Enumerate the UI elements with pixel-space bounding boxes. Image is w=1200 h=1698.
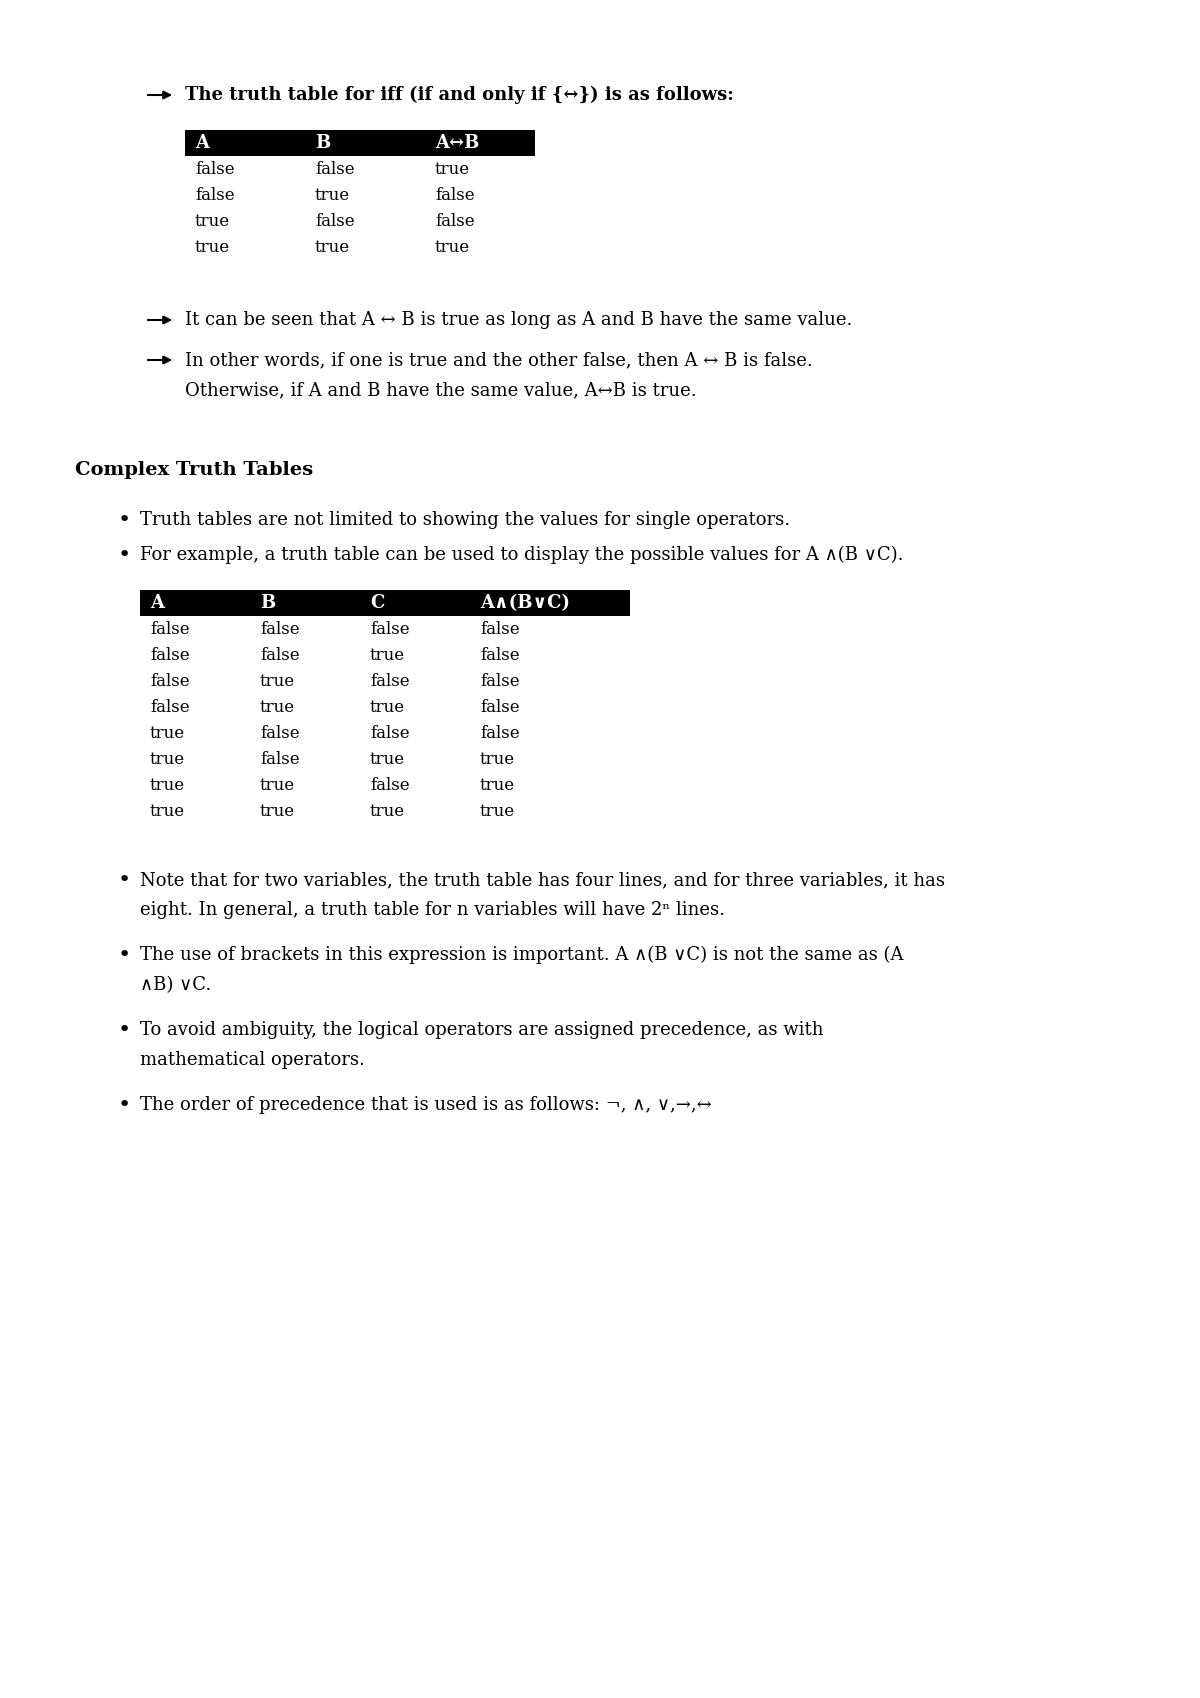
Text: true: true: [150, 803, 185, 820]
Text: false: false: [480, 725, 520, 742]
Text: false: false: [260, 620, 300, 637]
Text: B: B: [260, 594, 275, 611]
Text: true: true: [370, 803, 406, 820]
Text: true: true: [370, 751, 406, 767]
Text: true: true: [260, 698, 295, 715]
Text: •: •: [118, 869, 131, 890]
Text: true: true: [194, 238, 230, 255]
Text: false: false: [436, 187, 475, 204]
Text: true: true: [260, 672, 295, 689]
Text: •: •: [118, 545, 131, 565]
Text: Complex Truth Tables: Complex Truth Tables: [74, 460, 313, 479]
Text: false: false: [150, 672, 190, 689]
Text: A↔B: A↔B: [436, 134, 479, 153]
Text: false: false: [480, 647, 520, 664]
Text: false: false: [260, 647, 300, 664]
Bar: [140, 589, 630, 616]
Text: false: false: [150, 620, 190, 637]
Text: Truth tables are not limited to showing the values for single operators.: Truth tables are not limited to showing …: [140, 511, 790, 530]
Text: In other words, if one is true and the other false, then A ↔ B is false.: In other words, if one is true and the o…: [185, 351, 812, 368]
Text: false: false: [480, 672, 520, 689]
Text: mathematical operators.: mathematical operators.: [140, 1051, 365, 1070]
Text: A: A: [194, 134, 209, 153]
Text: true: true: [370, 698, 406, 715]
Text: false: false: [370, 620, 409, 637]
Text: true: true: [194, 212, 230, 229]
Text: The truth table for iff (if and only if {↔}) is as follows:: The truth table for iff (if and only if …: [185, 87, 734, 104]
Text: true: true: [260, 803, 295, 820]
Text: false: false: [370, 776, 409, 793]
Text: true: true: [370, 647, 406, 664]
Text: true: true: [150, 725, 185, 742]
Text: B: B: [314, 134, 330, 153]
Text: The order of precedence that is used is as follows: ¬, ∧, ∨,→,↔: The order of precedence that is used is …: [140, 1095, 712, 1114]
Text: true: true: [436, 161, 470, 178]
Text: false: false: [150, 698, 190, 715]
Text: false: false: [150, 647, 190, 664]
Text: true: true: [150, 776, 185, 793]
Text: false: false: [480, 620, 520, 637]
Text: For example, a truth table can be used to display the possible values for A ∧(B : For example, a truth table can be used t…: [140, 545, 904, 564]
Text: true: true: [314, 187, 350, 204]
Text: The use of brackets in this expression is important. A ∧(B ∨C) is not the same a: The use of brackets in this expression i…: [140, 946, 904, 964]
Text: •: •: [118, 946, 131, 964]
Text: false: false: [194, 161, 235, 178]
Text: true: true: [150, 751, 185, 767]
Text: false: false: [480, 698, 520, 715]
Text: A: A: [150, 594, 164, 611]
Text: •: •: [118, 509, 131, 530]
Text: eight. In general, a truth table for n variables will have 2ⁿ lines.: eight. In general, a truth table for n v…: [140, 902, 725, 919]
Text: •: •: [118, 1020, 131, 1039]
Text: A∧(B∨C): A∧(B∨C): [480, 594, 570, 611]
Text: true: true: [260, 776, 295, 793]
Text: false: false: [314, 212, 355, 229]
Text: true: true: [480, 803, 515, 820]
Text: true: true: [314, 238, 350, 255]
Text: false: false: [194, 187, 235, 204]
Text: ∧B) ∨C.: ∧B) ∨C.: [140, 976, 211, 993]
Text: true: true: [436, 238, 470, 255]
Text: C: C: [370, 594, 384, 611]
Text: •: •: [118, 1095, 131, 1116]
Text: false: false: [260, 725, 300, 742]
Text: To avoid ambiguity, the logical operators are assigned precedence, as with: To avoid ambiguity, the logical operator…: [140, 1020, 823, 1039]
Text: Note that for two variables, the truth table has four lines, and for three varia: Note that for two variables, the truth t…: [140, 871, 946, 890]
Text: true: true: [480, 776, 515, 793]
Text: false: false: [314, 161, 355, 178]
Text: false: false: [436, 212, 475, 229]
Text: It can be seen that A ↔ B is true as long as A and B have the same value.: It can be seen that A ↔ B is true as lon…: [185, 311, 852, 329]
Text: true: true: [480, 751, 515, 767]
Text: Otherwise, if A and B have the same value, A↔B is true.: Otherwise, if A and B have the same valu…: [185, 380, 697, 399]
Text: false: false: [260, 751, 300, 767]
Text: false: false: [370, 725, 409, 742]
Bar: [185, 131, 535, 156]
Text: false: false: [370, 672, 409, 689]
